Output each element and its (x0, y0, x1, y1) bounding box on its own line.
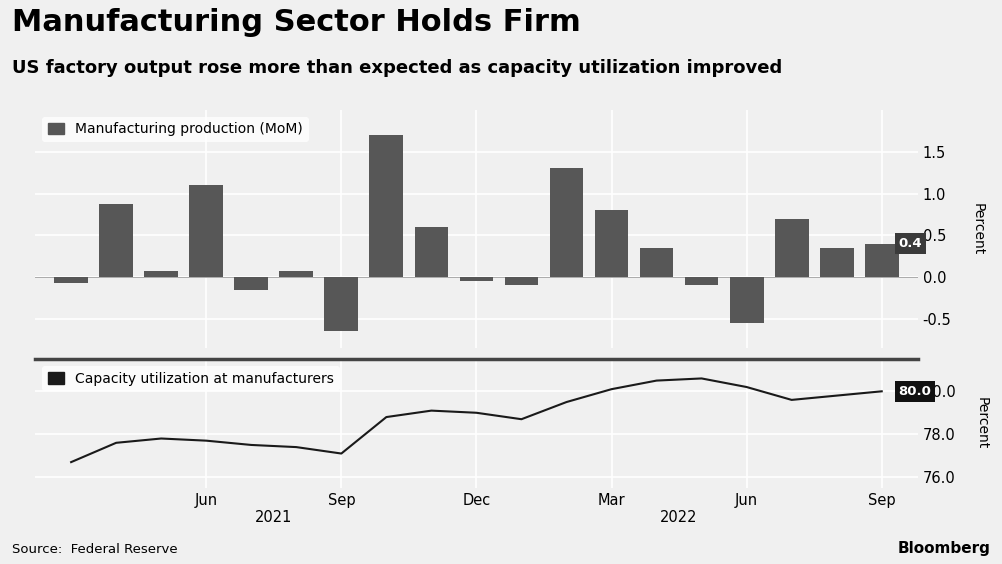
Text: 2021: 2021 (255, 510, 293, 526)
Bar (864, 244, 898, 277)
Bar (189, 185, 222, 277)
Bar (594, 210, 628, 277)
Bar (324, 277, 358, 332)
Bar (639, 248, 672, 277)
Legend: Manufacturing production (MoM): Manufacturing production (MoM) (42, 117, 309, 142)
Text: 0.4: 0.4 (898, 237, 921, 250)
Bar (144, 271, 178, 277)
Bar (504, 277, 538, 285)
Text: 80.0: 80.0 (898, 385, 931, 398)
Text: Manufacturing Sector Holds Firm: Manufacturing Sector Holds Firm (12, 8, 580, 37)
Text: Source:  Federal Reserve: Source: Federal Reserve (12, 543, 177, 556)
Bar (369, 135, 403, 277)
Y-axis label: Percent: Percent (974, 398, 988, 450)
Text: Bloomberg: Bloomberg (897, 540, 990, 556)
Bar (774, 219, 808, 277)
Bar (819, 248, 853, 277)
Bar (729, 277, 763, 323)
Text: 2022: 2022 (659, 510, 697, 526)
Bar (54, 277, 88, 283)
Y-axis label: Percent: Percent (970, 203, 984, 255)
Bar (99, 204, 133, 277)
Bar (280, 271, 313, 277)
Bar (459, 277, 493, 281)
Text: US factory output rose more than expected as capacity utilization improved: US factory output rose more than expecte… (12, 59, 782, 77)
Bar (414, 227, 448, 277)
Bar (684, 277, 717, 285)
Legend: Capacity utilization at manufacturers: Capacity utilization at manufacturers (42, 366, 340, 391)
Bar (234, 277, 268, 290)
Bar (549, 169, 583, 277)
